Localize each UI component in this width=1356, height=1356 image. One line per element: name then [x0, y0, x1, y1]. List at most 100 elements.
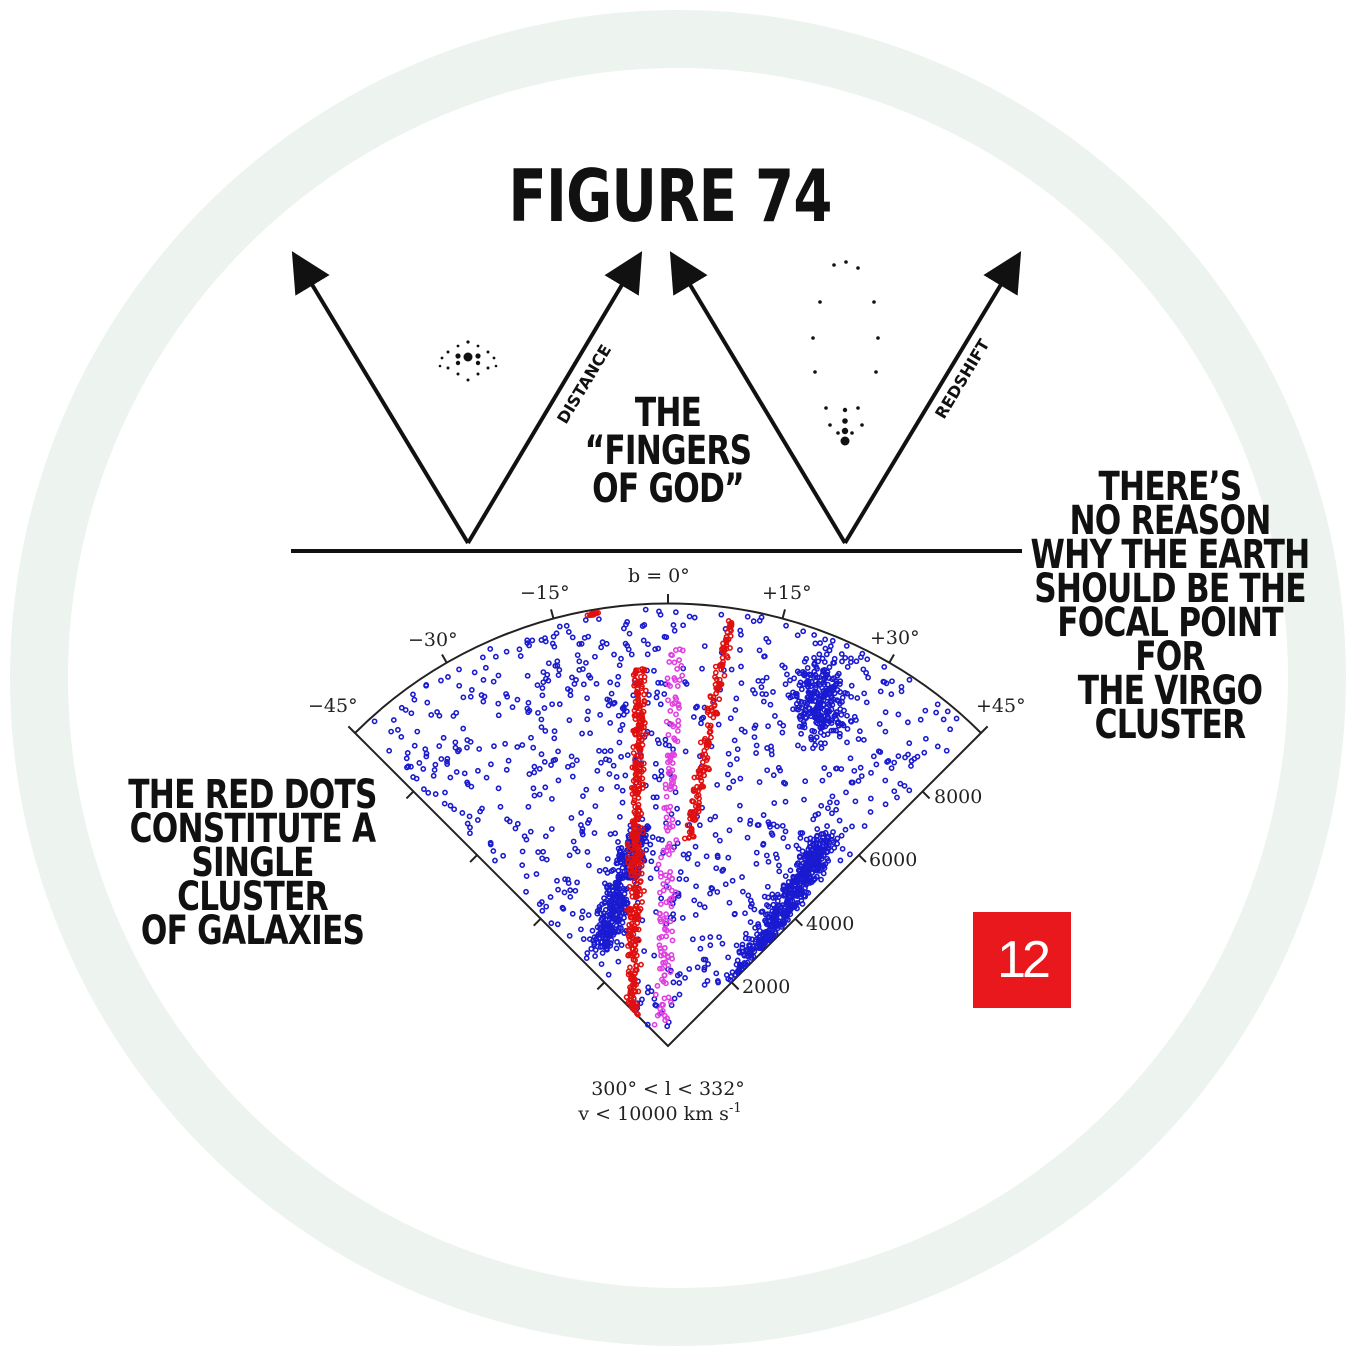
galaxy-point [650, 794, 657, 801]
galaxy-point [698, 777, 705, 784]
galaxy-point [554, 877, 560, 884]
galaxy-point [727, 715, 734, 722]
galaxy-point [607, 831, 614, 838]
galaxy-point [404, 750, 411, 756]
galaxy-point [662, 736, 669, 743]
galaxy-point [816, 840, 823, 847]
galaxy-point [865, 674, 872, 681]
galaxy-point [479, 654, 486, 661]
galaxy-point [610, 910, 616, 917]
galaxy-point [711, 710, 717, 717]
galaxy-point [847, 851, 853, 858]
galaxy-point [844, 664, 851, 670]
galaxy-point [823, 838, 830, 845]
galaxy-point [587, 730, 594, 737]
galaxy-point [842, 654, 849, 661]
galaxy-point [817, 740, 824, 747]
fingers-of-god-note-line: “FINGERS [584, 428, 753, 474]
galaxy-point [655, 861, 662, 868]
galaxy-point [444, 758, 450, 765]
galaxy-point [617, 871, 624, 878]
galaxy-point [787, 906, 794, 913]
galaxy-point [408, 763, 414, 770]
galaxy-point [639, 996, 645, 1003]
galaxy-point [660, 887, 667, 894]
galaxy-point [834, 765, 840, 772]
galaxy-point [640, 668, 647, 675]
galaxy-point [795, 845, 802, 852]
galaxy-point [618, 655, 624, 662]
galaxy-point [833, 709, 840, 715]
galaxy-point [686, 613, 693, 620]
galaxy-point [702, 735, 708, 742]
galaxy-point [614, 939, 620, 945]
galaxy-point [838, 832, 845, 839]
galaxy-point [503, 766, 510, 773]
galaxy-point [760, 698, 767, 705]
galaxy-point [551, 735, 558, 742]
galaxy-point [668, 811, 675, 817]
galaxy-point [639, 825, 645, 832]
galaxy-point [495, 712, 502, 719]
galaxy-point [583, 786, 590, 793]
wedge-caption-line1: 300° < l < 332° [591, 1078, 745, 1100]
galaxy-point [635, 1011, 641, 1018]
cluster-dot [813, 370, 817, 374]
cluster-dot [811, 336, 815, 340]
galaxy-point [635, 857, 641, 864]
red-dots-note-line: SINGLE CLUSTER [177, 840, 328, 920]
galaxy-point [743, 930, 749, 937]
galaxy-point [798, 699, 805, 705]
galaxy-point [767, 823, 773, 830]
galaxy-point [694, 861, 701, 867]
galaxy-point [395, 726, 401, 733]
galaxy-point [480, 698, 487, 705]
galaxy-point [420, 766, 427, 772]
galaxy-point [729, 969, 736, 976]
galaxy-point [718, 681, 725, 688]
galaxy-point [761, 653, 768, 660]
galaxy-point [800, 718, 807, 725]
galaxy-point [528, 734, 534, 741]
wedge-tick [550, 609, 555, 619]
galaxy-point [514, 696, 521, 703]
galaxy-point [408, 710, 415, 717]
galaxy-point [725, 954, 732, 961]
galaxy-point [659, 836, 665, 843]
galaxy-point [618, 905, 625, 912]
galaxy-point [838, 711, 845, 718]
galaxy-point [624, 906, 630, 913]
fingers-of-god-note-line: OF GOD” [592, 466, 745, 512]
galaxy-point [837, 857, 844, 864]
galaxy-point [608, 690, 615, 697]
galaxy-point [652, 760, 659, 767]
galaxy-point [726, 899, 733, 906]
galaxy-point [814, 873, 820, 880]
galaxy-point [844, 726, 851, 732]
galaxy-point [645, 984, 652, 991]
galaxy-point [707, 942, 714, 949]
galaxy-point [634, 920, 641, 927]
galaxy-point [523, 888, 529, 895]
galaxy-point [452, 739, 459, 746]
galaxy-point [810, 673, 816, 679]
galaxy-point [526, 642, 533, 649]
galaxy-point [849, 823, 855, 830]
galaxy-point [692, 811, 699, 818]
galaxy-point [863, 669, 870, 676]
galaxy-point [806, 691, 813, 698]
galaxy-point [801, 853, 808, 860]
galaxy-point [612, 903, 618, 910]
galaxy-point [813, 734, 820, 741]
galaxy-point [933, 709, 940, 716]
galaxy-point [727, 621, 733, 627]
galaxy-point [904, 719, 911, 726]
galaxy-point [534, 682, 541, 689]
galaxy-point [474, 817, 481, 823]
galaxy-point [902, 754, 908, 761]
galaxy-point [782, 828, 789, 835]
galaxy-point [787, 694, 794, 701]
galaxy-point [548, 826, 555, 832]
earth-note-line: NO REASON [1069, 498, 1271, 544]
galaxy-point [805, 878, 812, 885]
